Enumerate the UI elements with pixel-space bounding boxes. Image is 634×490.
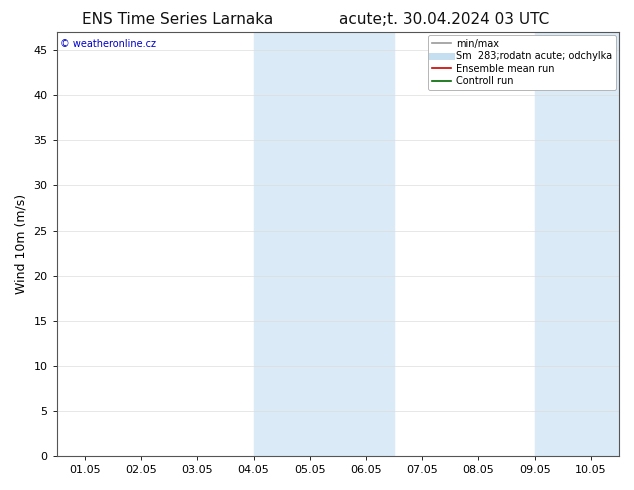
Legend: min/max, Sm  283;rodatn acute; odchylka, Ensemble mean run, Controll run: min/max, Sm 283;rodatn acute; odchylka, … <box>428 35 616 90</box>
Bar <box>534 32 634 456</box>
Text: ENS Time Series Larnaka: ENS Time Series Larnaka <box>82 12 273 27</box>
Text: acute;t. 30.04.2024 03 UTC: acute;t. 30.04.2024 03 UTC <box>339 12 549 27</box>
Y-axis label: Wind 10m (m/s): Wind 10m (m/s) <box>15 194 28 294</box>
Text: © weatheronline.cz: © weatheronline.cz <box>60 39 155 49</box>
Bar <box>254 32 394 456</box>
